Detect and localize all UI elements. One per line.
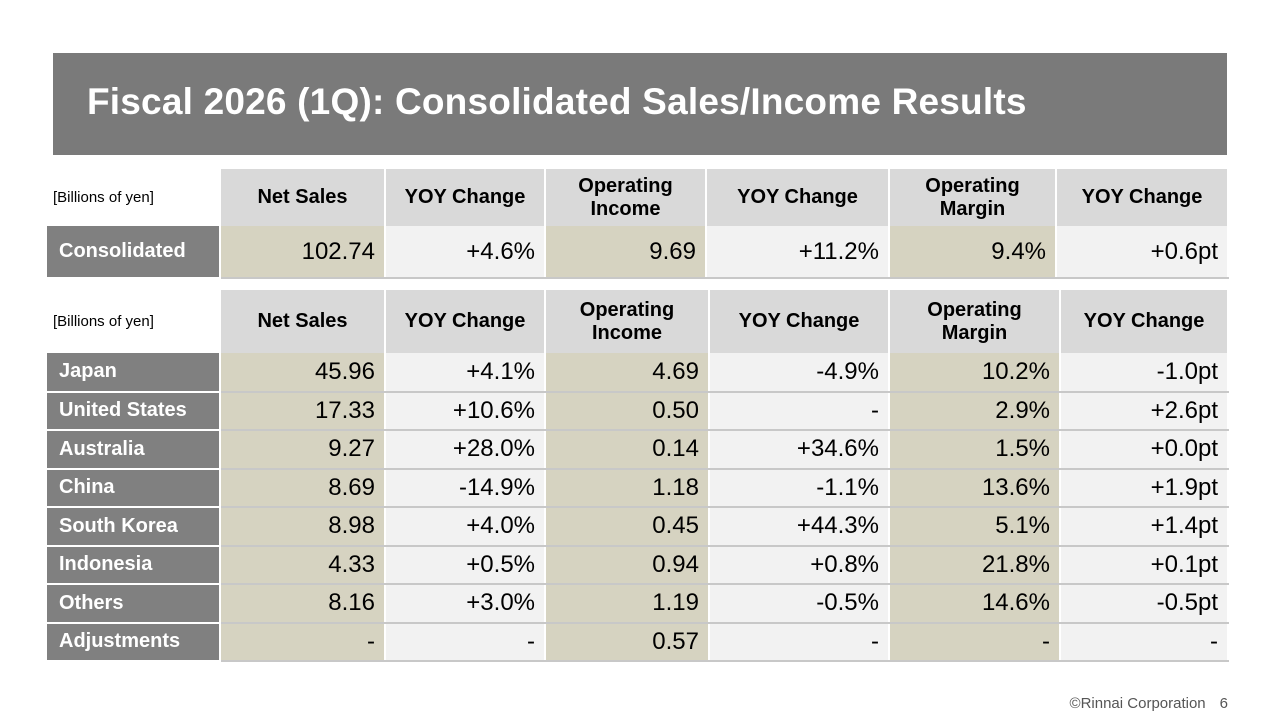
table-row: China 8.69 -14.9% 1.18 -1.1% 13.6% +1.9pt: [47, 468, 1229, 508]
cell-operating-margin: 5.1%: [888, 507, 1061, 547]
cell-yoy-sales: +4.6%: [384, 226, 546, 279]
cell-yoy-income: +11.2%: [705, 226, 890, 279]
table-row: South Korea 8.98 +4.0% 0.45 +44.3% 5.1% +1.4pt: [47, 507, 1229, 547]
cell-operating-margin: 13.6%: [888, 468, 1061, 508]
cell-net-sales: 8.98: [219, 507, 386, 547]
cell-operating-margin: 10.2%: [888, 353, 1061, 393]
cell-operating-income: 0.50: [544, 391, 710, 431]
cell-yoy-sales: -14.9%: [384, 468, 546, 508]
cell-yoy-margin: -0.5pt: [1059, 584, 1229, 624]
col-header-yoy-sales: YOY Change: [384, 290, 546, 353]
cell-net-sales: -: [219, 622, 386, 662]
unit-label: [Billions of yen]: [47, 169, 220, 226]
row-label: Australia: [47, 430, 220, 470]
title-bar: Fiscal 2026 (1Q): Consolidated Sales/Inc…: [53, 53, 1227, 155]
cell-yoy-income: -0.5%: [708, 584, 890, 624]
consolidated-table: [Billions of yen] Net Sales YOY Change O…: [47, 169, 1229, 279]
cell-operating-income: 0.45: [544, 507, 710, 547]
cell-yoy-sales: +4.1%: [384, 353, 546, 393]
cell-net-sales: 8.69: [219, 468, 386, 508]
cell-operating-income: 0.94: [544, 545, 710, 585]
cell-operating-margin: 2.9%: [888, 391, 1061, 431]
cell-net-sales: 17.33: [219, 391, 386, 431]
cell-yoy-income: -4.9%: [708, 353, 890, 393]
cell-net-sales: 9.27: [219, 430, 386, 470]
cell-yoy-margin: +1.4pt: [1059, 507, 1229, 547]
row-label: United States: [47, 391, 220, 431]
cell-yoy-sales: +28.0%: [384, 430, 546, 470]
table-row: United States 17.33 +10.6% 0.50-2.9% +2.6pt: [47, 391, 1229, 431]
consolidated-header-row: [Billions of yen] Net Sales YOY Change O…: [47, 169, 1229, 226]
col-header-yoy-margin: YOY Change: [1055, 169, 1229, 226]
consolidated-row: Consolidated 102.74 +4.6% 9.69 +11.2% 9.…: [47, 226, 1229, 279]
col-header-net-sales: Net Sales: [219, 169, 386, 226]
col-header-operating-margin: Operating Margin: [888, 290, 1061, 353]
cell-yoy-margin: +0.0pt: [1059, 430, 1229, 470]
unit-label: [Billions of yen]: [47, 290, 220, 353]
cell-yoy-margin: +0.6pt: [1055, 226, 1229, 279]
cell-net-sales: 4.33: [219, 545, 386, 585]
cell-yoy-sales: +3.0%: [384, 584, 546, 624]
cell-yoy-sales: +0.5%: [384, 545, 546, 585]
cell-yoy-margin: +0.1pt: [1059, 545, 1229, 585]
cell-operating-income: 1.19: [544, 584, 710, 624]
cell-yoy-income: +0.8%: [708, 545, 890, 585]
copyright: ©Rinnai Corporation: [1069, 695, 1206, 712]
row-label: Japan: [47, 353, 220, 393]
cell-yoy-income: -1.1%: [708, 468, 890, 508]
cell-net-sales: 102.74: [219, 226, 386, 279]
row-label: Adjustments: [47, 622, 220, 662]
row-label: Others: [47, 584, 220, 624]
table-row: Adjustments - -0.57- - -: [47, 622, 1229, 662]
page-title: Fiscal 2026 (1Q): Consolidated Sales/Inc…: [87, 81, 1027, 122]
cell-net-sales: 8.16: [219, 584, 386, 624]
col-header-operating-income: Operating Income: [544, 290, 710, 353]
cell-operating-income: 1.18: [544, 468, 710, 508]
cell-operating-margin: -: [888, 622, 1061, 662]
col-header-yoy-income: YOY Change: [705, 169, 890, 226]
cell-yoy-margin: -1.0pt: [1059, 353, 1229, 393]
cell-operating-income: 4.69: [544, 353, 710, 393]
table-row: Australia 9.27 +28.0% 0.14 +34.6% 1.5% +0.0pt: [47, 430, 1229, 470]
footer: ©Rinnai Corporation 6: [1070, 695, 1228, 712]
regional-header-row: [Billions of yen] Net Sales YOY Change O…: [47, 290, 1229, 353]
cell-yoy-margin: +1.9pt: [1059, 468, 1229, 508]
col-header-net-sales: Net Sales: [219, 290, 386, 353]
cell-operating-income: 0.57: [544, 622, 710, 662]
regional-table-body: Japan 45.96 +4.1% 4.69 -4.9% 10.2% -1.0pt Unite…: [47, 353, 1229, 662]
cell-yoy-income: +44.3%: [708, 507, 890, 547]
cell-operating-margin: 1.5%: [888, 430, 1061, 470]
col-header-yoy-sales: YOY Change: [384, 169, 546, 226]
cell-yoy-sales: -: [384, 622, 546, 662]
row-label: South Korea: [47, 507, 220, 547]
row-label: Indonesia: [47, 545, 220, 585]
col-header-operating-margin: Operating Margin: [888, 169, 1057, 226]
cell-net-sales: 45.96: [219, 353, 386, 393]
cell-yoy-sales: +10.6%: [384, 391, 546, 431]
cell-operating-income: 0.14: [544, 430, 710, 470]
cell-yoy-income: -: [708, 391, 890, 431]
cell-operating-margin: 9.4%: [888, 226, 1057, 279]
col-header-yoy-income: YOY Change: [708, 290, 890, 353]
cell-yoy-income: +34.6%: [708, 430, 890, 470]
page-number: 6: [1219, 695, 1228, 712]
cell-yoy-margin: -: [1059, 622, 1229, 662]
col-header-yoy-margin: YOY Change: [1059, 290, 1229, 353]
cell-operating-income: 9.69: [544, 226, 707, 279]
row-label-consolidated: Consolidated: [47, 226, 220, 279]
regional-table: [Billions of yen] Net Sales YOY Change O…: [47, 290, 1229, 662]
cell-yoy-margin: +2.6pt: [1059, 391, 1229, 431]
cell-operating-margin: 14.6%: [888, 584, 1061, 624]
cell-yoy-income: -: [708, 622, 890, 662]
cell-operating-margin: 21.8%: [888, 545, 1061, 585]
table-row: Indonesia 4.33 +0.5% 0.94 +0.8% 21.8% +0.1pt: [47, 545, 1229, 585]
row-label: China: [47, 468, 220, 508]
table-row: Japan 45.96 +4.1% 4.69 -4.9% 10.2% -1.0pt: [47, 353, 1229, 393]
cell-yoy-sales: +4.0%: [384, 507, 546, 547]
table-row: Others 8.16 +3.0% 1.19 -0.5% 14.6% -0.5pt: [47, 584, 1229, 624]
col-header-operating-income: Operating Income: [544, 169, 707, 226]
